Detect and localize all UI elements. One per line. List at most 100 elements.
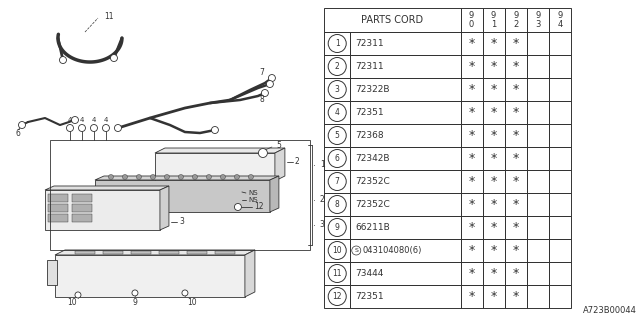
Bar [350,124,461,147]
Text: *: * [490,244,497,257]
Bar [548,32,571,55]
Text: *: * [468,60,475,73]
Text: *: * [468,83,475,96]
Bar [505,216,527,239]
Bar [527,101,548,124]
Bar [324,8,461,32]
Text: 4: 4 [80,117,84,123]
Bar [131,251,151,254]
Text: 4: 4 [92,117,96,123]
Text: 66211B: 66211B [355,223,390,232]
Bar [505,170,527,193]
Bar [324,170,350,193]
Text: 8: 8 [260,94,264,104]
Bar [324,101,350,124]
Bar [483,55,505,78]
Text: 12: 12 [332,292,342,301]
Circle shape [108,174,113,180]
Bar [461,55,483,78]
Circle shape [111,54,118,61]
Bar [505,193,527,216]
Text: 72352C: 72352C [355,177,390,186]
Circle shape [207,174,211,180]
Bar [324,262,350,285]
Text: *: * [468,221,475,234]
Circle shape [211,126,218,133]
Text: *: * [490,152,497,165]
Text: *: * [490,37,497,50]
Circle shape [79,124,86,132]
Bar [461,262,483,285]
Bar [548,124,571,147]
Polygon shape [45,186,169,190]
Bar [72,194,92,202]
Text: 10: 10 [187,299,196,308]
Bar [461,285,483,308]
Bar [324,285,350,308]
Text: *: * [468,198,475,211]
Bar [215,251,235,254]
Circle shape [90,124,97,132]
Text: 2: 2 [335,62,340,71]
Bar [548,285,571,308]
Circle shape [234,174,239,180]
Polygon shape [55,255,245,297]
Circle shape [266,81,273,88]
Text: 9
0: 9 0 [469,11,474,29]
Text: 72351: 72351 [355,108,384,117]
Text: 1: 1 [335,39,340,48]
Circle shape [261,90,268,97]
Circle shape [132,290,138,296]
Text: 7: 7 [335,177,340,186]
Bar [527,285,548,308]
Bar [505,147,527,170]
Text: 72311: 72311 [355,62,384,71]
Text: *: * [490,83,497,96]
Circle shape [193,174,197,180]
Bar [350,262,461,285]
Bar [461,170,483,193]
Bar [527,193,548,216]
Circle shape [19,122,26,129]
Bar [483,193,505,216]
Bar [483,239,505,262]
Text: 6: 6 [15,129,20,138]
Bar [461,239,483,262]
Text: *: * [513,175,519,188]
Bar [47,260,57,285]
Text: 3: 3 [335,85,340,94]
Text: *: * [468,290,475,303]
Bar [350,170,461,193]
Bar [483,170,505,193]
Bar [324,124,350,147]
Bar [483,101,505,124]
Polygon shape [155,148,285,153]
Bar [350,193,461,216]
Polygon shape [45,190,160,230]
Text: 2: 2 [295,157,300,166]
Text: *: * [490,175,497,188]
Text: 1: 1 [320,161,324,170]
Text: 72368: 72368 [355,131,384,140]
Text: 9
2: 9 2 [513,11,518,29]
Bar [324,239,350,262]
Bar [548,147,571,170]
Bar [527,32,548,55]
Text: *: * [490,290,497,303]
Text: A723B00044: A723B00044 [583,306,637,315]
Bar [548,170,571,193]
Text: 12: 12 [254,203,264,212]
Text: *: * [490,60,497,73]
Bar [48,194,68,202]
Text: 6: 6 [335,154,340,163]
Text: 9
1: 9 1 [491,11,496,29]
Text: *: * [513,290,519,303]
Text: 4: 4 [68,117,72,123]
Bar [48,214,68,222]
Polygon shape [95,180,270,212]
Bar [548,216,571,239]
Bar [350,239,461,262]
Bar [527,239,548,262]
Text: 72351: 72351 [355,292,384,301]
Circle shape [248,174,253,180]
